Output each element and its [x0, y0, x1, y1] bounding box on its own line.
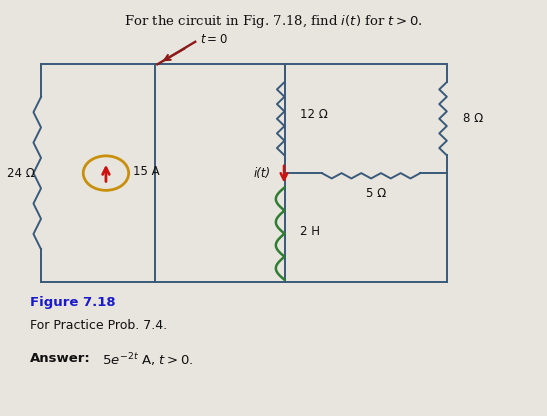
Text: 8 Ω: 8 Ω [463, 112, 484, 125]
Text: 12 Ω: 12 Ω [300, 108, 328, 121]
Text: 24 Ω: 24 Ω [7, 167, 34, 180]
Text: i(t): i(t) [254, 167, 271, 180]
Text: $5e^{-2t}$ A, $t > 0$.: $5e^{-2t}$ A, $t > 0$. [98, 352, 193, 369]
Text: For the circuit in Fig. 7.18, find $i(t)$ for $t > 0$.: For the circuit in Fig. 7.18, find $i(t)… [124, 13, 423, 30]
Text: For Practice Prob. 7.4.: For Practice Prob. 7.4. [30, 319, 167, 332]
Text: $t=0$: $t=0$ [200, 33, 228, 46]
Text: 15 A: 15 A [133, 165, 160, 178]
Text: Answer:: Answer: [30, 352, 91, 365]
Text: 2 H: 2 H [300, 225, 319, 238]
Text: Figure 7.18: Figure 7.18 [30, 296, 116, 309]
Text: 5 Ω: 5 Ω [366, 188, 387, 201]
